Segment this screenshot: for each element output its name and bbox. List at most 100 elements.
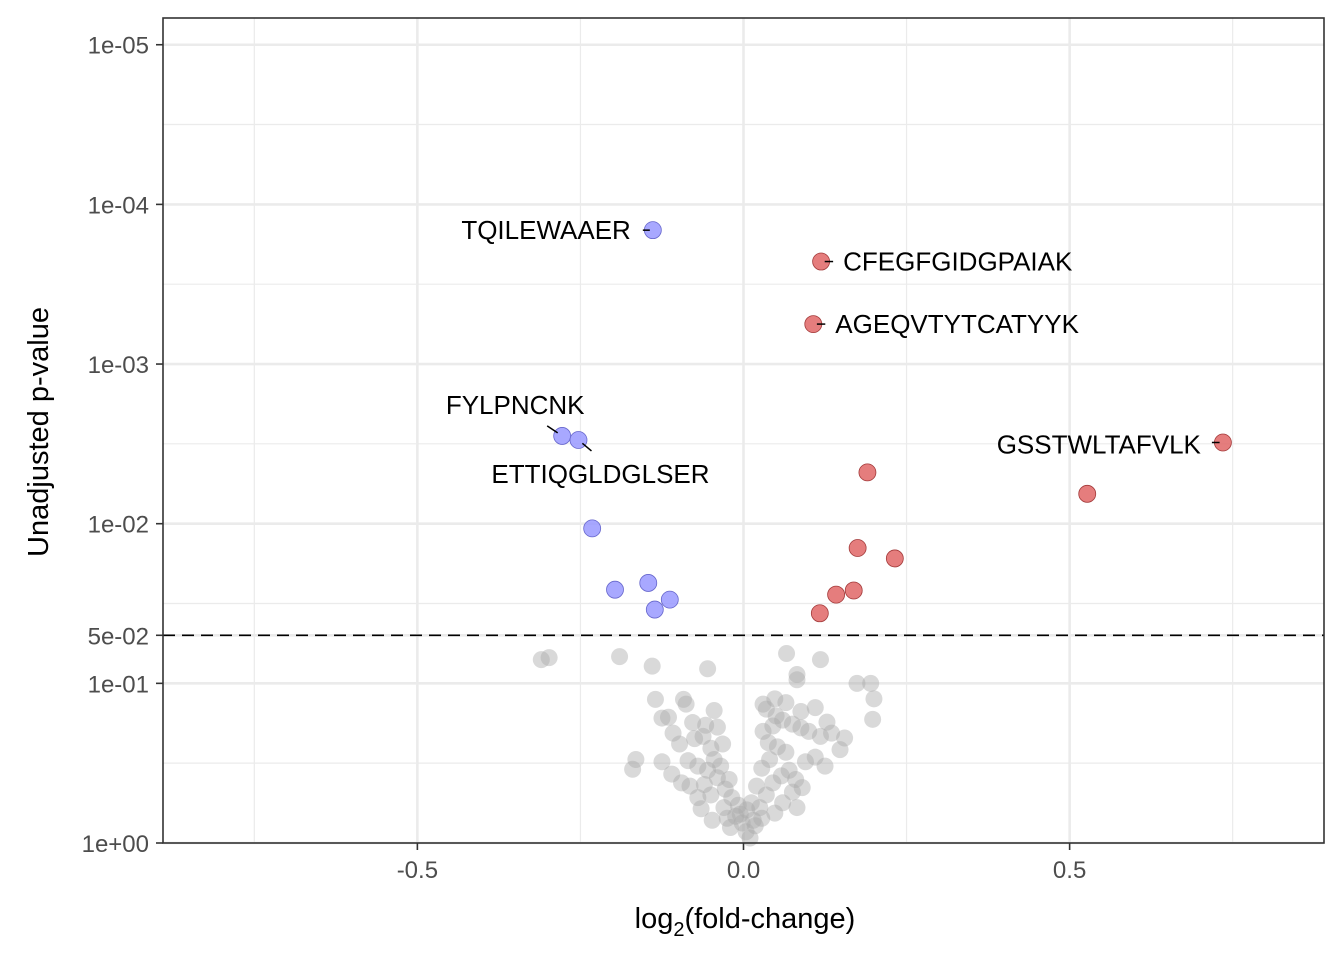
data-point-ns [663, 765, 681, 783]
y-tick-label: 5e-02 [88, 623, 149, 650]
point-label-leader [546, 425, 559, 434]
data-point-ns [862, 674, 880, 692]
data-point-ns [761, 751, 779, 769]
data-point-ns [772, 767, 790, 785]
data-point-ns [716, 780, 734, 798]
y-axis-title: Unadjusted p-value [23, 307, 55, 557]
x-tick-label: 0.0 [727, 857, 760, 884]
y-tick-label: 1e+00 [82, 831, 149, 858]
data-point-ns [643, 657, 661, 675]
data-point-ns [673, 774, 691, 792]
data-point-ns [818, 713, 836, 731]
data-point-ns [611, 648, 629, 666]
data-point-ns [788, 671, 806, 689]
data-point-ns [646, 690, 664, 708]
data-point-ns [702, 739, 720, 757]
data-point-ns [692, 800, 710, 818]
data-point-ns [723, 789, 741, 807]
data-point-ns [737, 823, 755, 841]
data-point-ns [831, 741, 849, 759]
data-point-down [606, 580, 624, 599]
data-point-ns [720, 770, 738, 788]
data-point-ns [659, 708, 677, 726]
data-point-ns [708, 769, 726, 787]
data-point-ns [759, 734, 777, 752]
data-point-ns [677, 695, 695, 713]
data-point-ns [681, 777, 699, 795]
data-point-ns [689, 789, 707, 807]
point-label: GSSTWLTAFVLK [997, 429, 1202, 459]
point-label: CFEGFGIDGPAIAK [843, 247, 1073, 277]
data-point-ns [624, 760, 642, 778]
data-point-ns [768, 738, 786, 756]
data-point-ns [674, 690, 692, 708]
data-point-ns [751, 799, 769, 817]
data-point-ns [715, 799, 733, 817]
y-tick-label: 1e-02 [88, 512, 149, 539]
data-point-ns [695, 775, 713, 793]
data-point-ns [757, 700, 775, 718]
data-point-up [1078, 484, 1097, 503]
data-point-ns [764, 774, 782, 792]
y-tick-label: 1e-05 [88, 33, 149, 60]
data-point-ns [766, 804, 784, 822]
data-point-ns [744, 811, 762, 829]
data-point-ns [664, 724, 682, 742]
data-point-ns [757, 786, 775, 804]
data-point-up [848, 539, 867, 557]
data-point-ns [699, 660, 717, 678]
data-point-ns [836, 729, 854, 747]
data-point-ns [777, 743, 795, 761]
data-point-ns [718, 809, 736, 827]
data-point-ns [796, 753, 814, 771]
x-axis-title: log2(fold-change) [635, 903, 856, 941]
data-point-up [827, 585, 846, 604]
data-point-up [885, 549, 904, 568]
data-point-ns [689, 757, 707, 775]
data-point-ns [731, 805, 749, 823]
data-point-ns [848, 674, 866, 692]
x-tick-label: -0.5 [397, 857, 438, 884]
data-point-ns [653, 709, 671, 727]
data-point-ns [729, 796, 747, 814]
axis-layer: -0.5 0.0 0.5 1e-05 1e-04 1e-03 1e-02 5e-02 1e-01… [82, 33, 1087, 884]
x-tick-label: 0.5 [1053, 857, 1086, 884]
data-point-ns [733, 814, 751, 832]
data-point-ns [774, 794, 792, 812]
data-point-ns [708, 718, 726, 736]
data-point-ns [864, 710, 882, 728]
data-point-ns [778, 644, 796, 662]
data-point-ns [686, 730, 704, 748]
data-point-up [858, 463, 877, 482]
data-point-ns [792, 702, 810, 720]
data-point-ns [540, 649, 558, 667]
data-point-ns [753, 759, 771, 777]
y-tick-label: 1e-01 [88, 671, 149, 698]
data-point-down [639, 574, 658, 592]
data-point-ns [532, 651, 550, 669]
data-point-ns [823, 724, 841, 742]
y-tick-label: 1e-04 [88, 192, 149, 219]
data-point-ns [811, 651, 829, 669]
data-point-ns [800, 722, 818, 740]
point-label: AGEQVTYTCATYYK [835, 309, 1079, 339]
data-point-down [660, 590, 679, 609]
data-point-ns [705, 702, 723, 720]
data-point-ns [792, 719, 810, 737]
point-label: ETTIQGLDGLSER [491, 459, 709, 489]
data-point-ns [865, 690, 883, 708]
data-point-ns [777, 694, 795, 712]
data-point-ns [712, 757, 730, 775]
data-point-ns [727, 807, 745, 825]
data-point-ns [694, 727, 712, 745]
data-point-ns [699, 761, 717, 779]
data-point-ns [702, 786, 720, 804]
data-point-ns [754, 722, 772, 740]
data-point-ns [788, 799, 806, 817]
data-point-ns [788, 665, 806, 683]
data-point-ns [753, 809, 771, 827]
labels-layer: TQILEWAAER CFEGFGIDGPAIAK AGEQVTYTCATYYK FY… [446, 215, 1220, 489]
data-point-ns [703, 811, 721, 829]
